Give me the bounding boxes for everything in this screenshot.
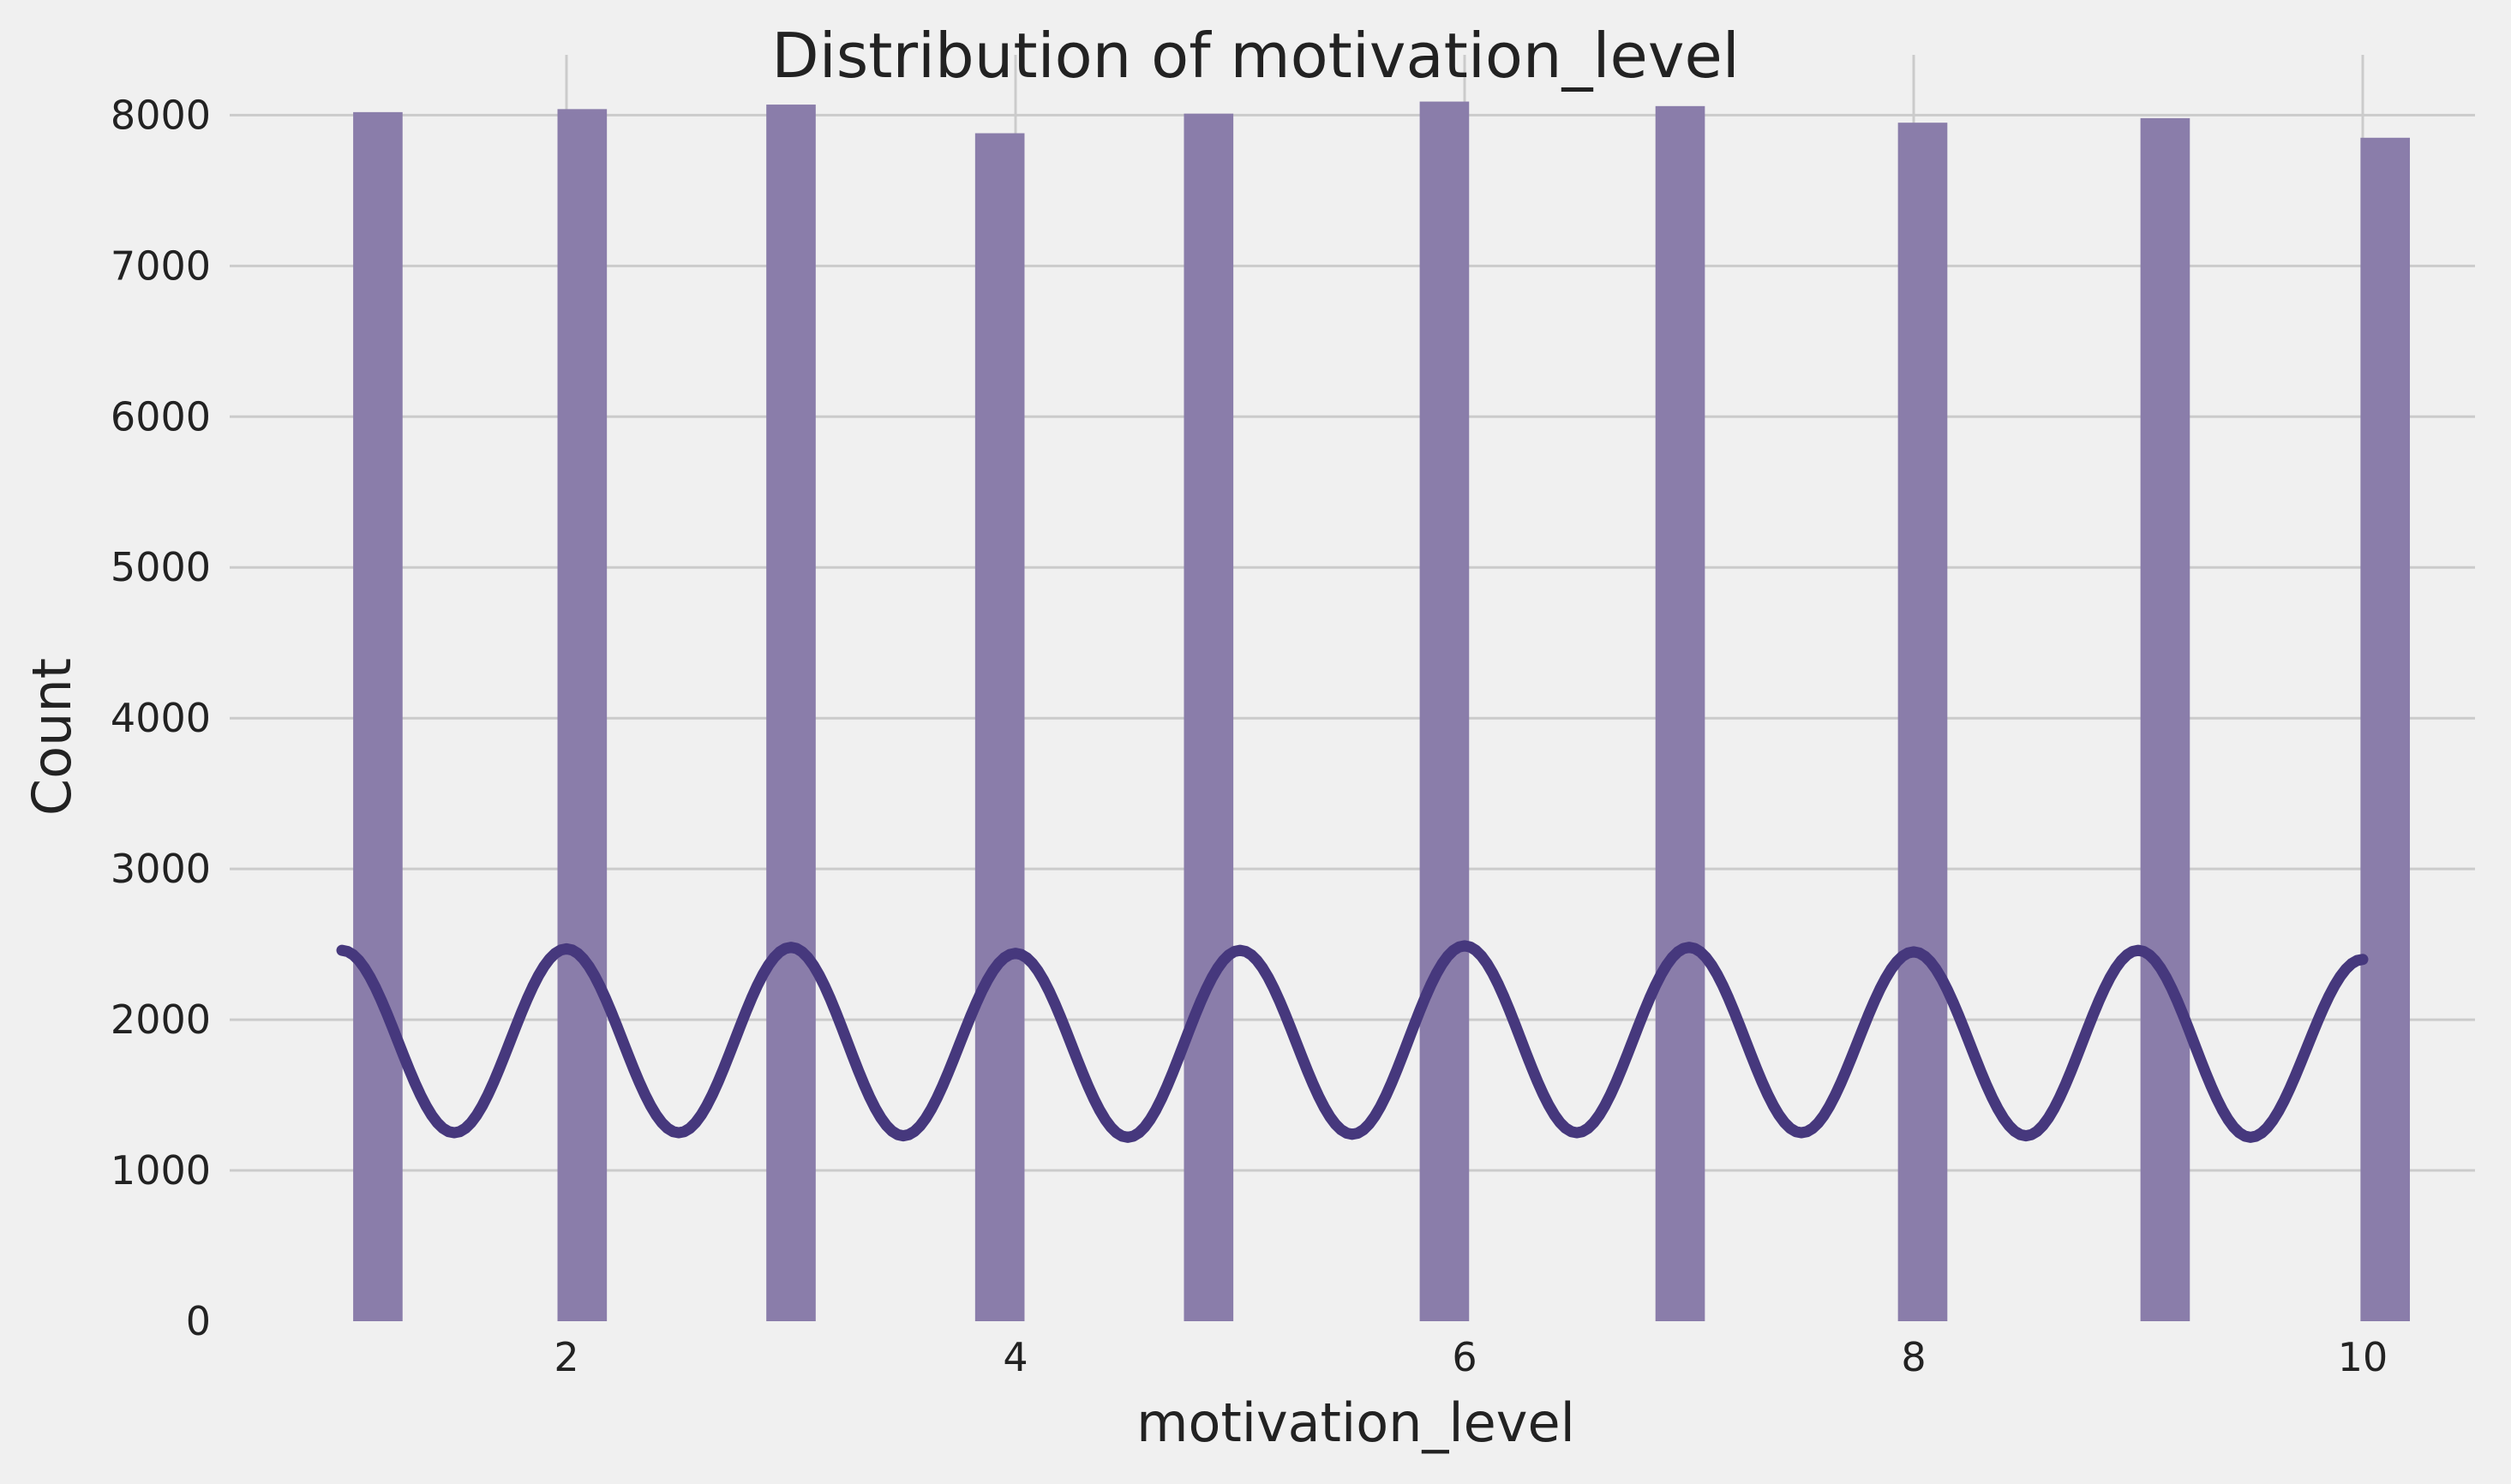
kde-curve-group	[336, 940, 2369, 1143]
y-tick-label: 8000	[111, 92, 211, 138]
histogram-bar	[1184, 113, 1234, 1321]
histogram-bar	[766, 105, 816, 1321]
x-axis-ticks: 2 4 6 8 10	[554, 1334, 2388, 1380]
x-tick-label: 10	[2338, 1334, 2388, 1380]
x-tick-label: 8	[1901, 1334, 1926, 1380]
x-tick-label: 4	[1003, 1334, 1028, 1380]
histogram-bar	[2360, 137, 2411, 1321]
y-tick-label: 2000	[111, 996, 211, 1043]
histogram-bar	[557, 109, 608, 1321]
kde-curve	[336, 940, 2369, 1143]
histogram-bars	[353, 101, 2411, 1321]
histogram-bar	[974, 133, 1025, 1321]
histogram-bar	[1419, 101, 1470, 1321]
y-tick-label: 1000	[111, 1147, 211, 1194]
x-axis-label: motivation_level	[1136, 1391, 1575, 1454]
y-tick-label: 3000	[111, 846, 211, 892]
x-tick-label: 2	[554, 1334, 578, 1380]
histogram-bar	[353, 111, 403, 1321]
y-tick-label: 6000	[111, 393, 211, 440]
histogram-bar	[1897, 123, 1948, 1321]
y-tick-label: 4000	[111, 695, 211, 741]
y-tick-label: 5000	[111, 544, 211, 590]
chart-title: Distribution of motivation_level	[771, 20, 1740, 92]
y-axis-ticks: 0 1000 2000 3000 4000 5000 6000 7000 8000	[111, 92, 211, 1344]
histogram-bar	[1655, 105, 1705, 1321]
x-tick-label: 6	[1452, 1334, 1477, 1380]
y-axis-label: Count	[21, 658, 83, 816]
histogram-bar	[2140, 117, 2190, 1321]
y-tick-label: 7000	[111, 242, 211, 289]
y-tick-label: 0	[186, 1298, 211, 1344]
